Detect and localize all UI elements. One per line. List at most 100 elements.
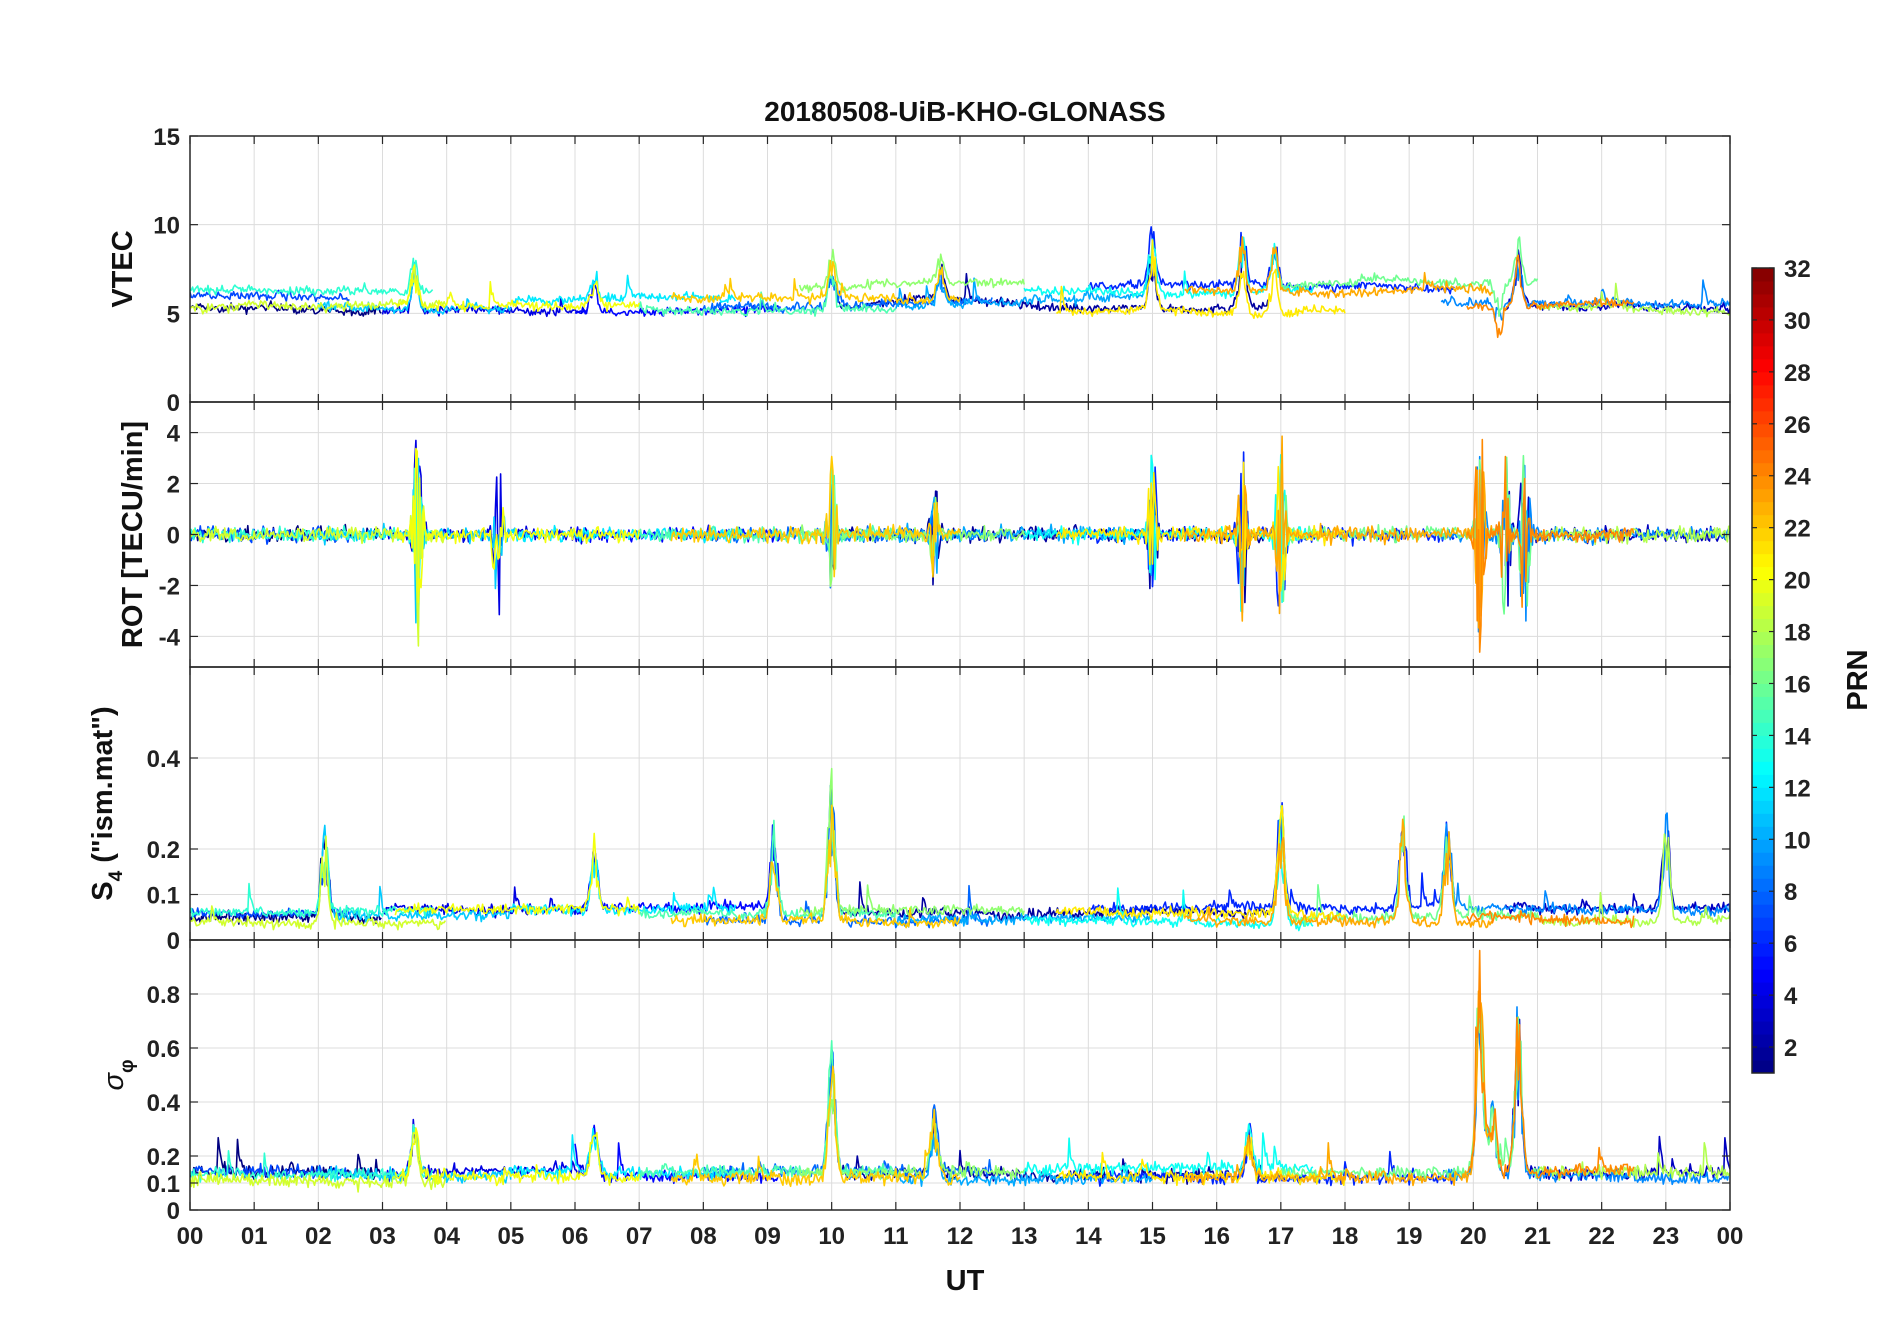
colorbar-band bbox=[1752, 553, 1774, 568]
series-line-prn-8 bbox=[702, 1048, 993, 1181]
colorbar-band bbox=[1752, 384, 1774, 399]
colorbar-band bbox=[1752, 605, 1774, 620]
x-tick-label: 15 bbox=[1139, 1223, 1166, 1250]
y-tick-label: 15 bbox=[153, 124, 180, 151]
x-tick-label: 02 bbox=[305, 1223, 332, 1250]
colorbar-band bbox=[1752, 423, 1774, 438]
colorbar-tick-label: 32 bbox=[1784, 256, 1811, 283]
colorbar-tick-label: 26 bbox=[1784, 412, 1811, 439]
series-line-prn-8 bbox=[702, 267, 993, 314]
colorbar-band bbox=[1752, 735, 1774, 749]
colorbar-band bbox=[1752, 943, 1774, 957]
series-line-prn-23 bbox=[1184, 818, 1494, 929]
series-line-prn-15 bbox=[638, 1040, 897, 1180]
series-line-prn-18 bbox=[1536, 525, 1730, 546]
colorbar-tick-label: 12 bbox=[1784, 775, 1811, 802]
x-tick-label: 08 bbox=[690, 1223, 717, 1250]
colorbar-tick-label: 28 bbox=[1784, 360, 1811, 387]
series-line-prn-22 bbox=[670, 804, 961, 929]
series-line-prn-24 bbox=[1466, 438, 1635, 653]
series-line-prn-23 bbox=[1183, 990, 1494, 1187]
y-tick-label: 5 bbox=[167, 301, 180, 328]
colorbar-tick-label: 16 bbox=[1784, 671, 1811, 698]
series-line-prn-15 bbox=[638, 273, 896, 317]
series-group-sigma_phi bbox=[190, 949, 1730, 1193]
y-tick-label: 0.6 bbox=[147, 1036, 180, 1063]
x-tick-label: 18 bbox=[1332, 1223, 1359, 1250]
series-line-prn-15 bbox=[638, 807, 897, 921]
y-axis-label-sigma_phi: σφ bbox=[98, 1059, 138, 1090]
series-line-prn-21 bbox=[1055, 805, 1346, 921]
series-group-rot bbox=[190, 435, 1730, 653]
colorbar-band bbox=[1752, 891, 1774, 905]
series-line-prn-21 bbox=[1055, 461, 1346, 592]
y-tick-label: 2 bbox=[167, 472, 180, 499]
colorbar-band bbox=[1752, 293, 1774, 308]
series-line-prn-13 bbox=[1023, 1123, 1314, 1178]
x-tick-label: 19 bbox=[1396, 1223, 1423, 1250]
colorbar-band bbox=[1752, 644, 1774, 659]
series-line-prn-21 bbox=[1056, 239, 1346, 319]
colorbar-band bbox=[1752, 761, 1774, 775]
colorbar-band bbox=[1752, 371, 1774, 386]
series-line-prn-19 bbox=[190, 477, 447, 647]
series-line-prn-14 bbox=[190, 467, 434, 627]
series-group-vtec bbox=[190, 226, 1730, 339]
colorbar-band bbox=[1752, 527, 1774, 542]
colorbar-band bbox=[1752, 319, 1774, 334]
series-line-prn-24 bbox=[1466, 254, 1635, 339]
y-tick-label: 4 bbox=[167, 421, 181, 448]
colorbar-band bbox=[1752, 826, 1774, 840]
colorbar-band bbox=[1752, 969, 1774, 983]
x-tick-label: 23 bbox=[1652, 1223, 1679, 1250]
x-tick-label: 05 bbox=[497, 1223, 524, 1250]
y-tick-label: 0.1 bbox=[147, 883, 180, 910]
series-line-prn-14 bbox=[190, 257, 434, 297]
colorbar-band bbox=[1752, 917, 1774, 931]
colorbar-band bbox=[1752, 865, 1774, 879]
x-tick-label: 09 bbox=[754, 1223, 781, 1250]
colorbar-band bbox=[1752, 683, 1774, 697]
colorbar-band bbox=[1752, 631, 1774, 646]
colorbar-band bbox=[1752, 436, 1774, 451]
y-tick-label: -4 bbox=[159, 624, 181, 651]
series-line-prn-12 bbox=[510, 1127, 737, 1183]
series-line-prn-22 bbox=[670, 455, 961, 578]
colorbar-band bbox=[1752, 995, 1774, 1009]
series-line-prn-16 bbox=[1280, 236, 1539, 317]
colorbar-band bbox=[1752, 1034, 1774, 1048]
colorbar-label: PRN bbox=[1842, 649, 1874, 710]
series-line-prn-12 bbox=[510, 270, 737, 306]
colorbar-tick-label: 4 bbox=[1784, 983, 1798, 1010]
grid-s4 bbox=[190, 667, 1730, 940]
series-line-prn-24 bbox=[1466, 910, 1635, 929]
colorbar-band bbox=[1752, 540, 1774, 555]
colorbar-band bbox=[1752, 475, 1774, 490]
colorbar-band bbox=[1752, 774, 1774, 788]
series-line-prn-1 bbox=[190, 300, 382, 317]
series-line-prn-24 bbox=[1466, 949, 1635, 1180]
y-tick-label: -2 bbox=[159, 573, 180, 600]
colorbar-band bbox=[1752, 579, 1774, 594]
colorbar-band bbox=[1752, 306, 1774, 321]
series-line-prn-21 bbox=[1055, 1136, 1346, 1187]
y-tick-label: 0.4 bbox=[147, 746, 181, 773]
x-tick-label: 17 bbox=[1267, 1223, 1294, 1250]
y-tick-label: 0.2 bbox=[147, 1144, 180, 1171]
colorbar-band bbox=[1752, 488, 1774, 503]
x-tick-labels: 00 01 02 03 04 05 06 07 08 09 10 11 12 13 14 15 16 17 18 19… bbox=[177, 1223, 1744, 1250]
panel-rot: -4 -2 0 2 4 ROT [TECU/min] bbox=[117, 401, 1731, 668]
colorbar-band bbox=[1752, 657, 1774, 671]
x-tick-label: 22 bbox=[1588, 1223, 1615, 1250]
colorbar-tick-label: 8 bbox=[1784, 879, 1797, 906]
colorbar-band bbox=[1752, 566, 1774, 581]
series-line-prn-14 bbox=[190, 846, 434, 919]
panel-s4: 0 0.1 0.2 0.4 S4 ("ism.mat") bbox=[87, 666, 1731, 955]
colorbar-band bbox=[1752, 1008, 1774, 1022]
colorbar-band bbox=[1752, 358, 1774, 373]
colorbar-band bbox=[1752, 982, 1774, 996]
y-axis-label-s4: S4 ("ism.mat") bbox=[87, 706, 127, 900]
y-tick-label: 0.2 bbox=[147, 837, 180, 864]
